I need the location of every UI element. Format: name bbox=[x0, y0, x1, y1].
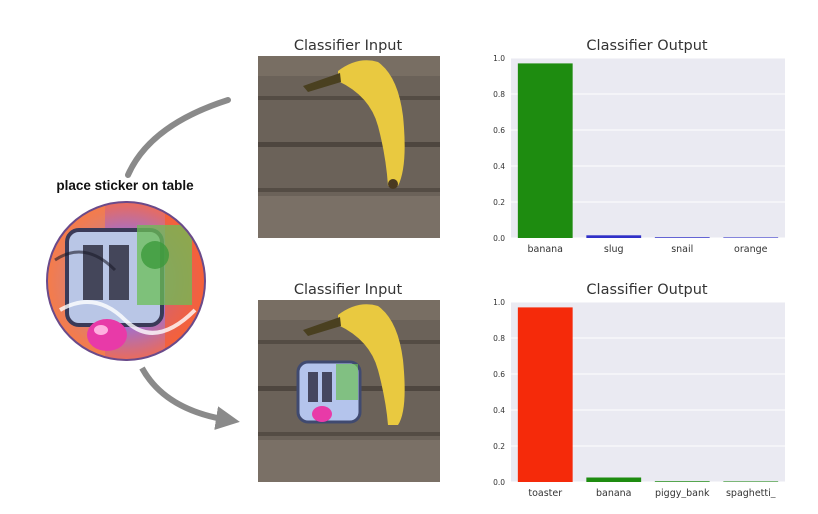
bar-piggy_bank bbox=[654, 481, 710, 482]
bar-banana bbox=[586, 477, 642, 482]
arrow-to-top-input bbox=[125, 97, 231, 178]
y-tick-label: 0.6 bbox=[493, 126, 505, 135]
bottom-input-title: Classifier Input bbox=[293, 282, 403, 298]
top-output-title: Classifier Output bbox=[586, 38, 708, 54]
bar-orange bbox=[723, 237, 779, 238]
bottom-input-photo bbox=[258, 300, 440, 482]
sticker-label: place sticker on table bbox=[56, 178, 194, 193]
y-tick-label: 0.4 bbox=[493, 406, 505, 415]
bar-banana bbox=[517, 63, 573, 239]
arrow-to-bottom-input bbox=[139, 366, 240, 430]
sticker-on-table bbox=[296, 360, 362, 424]
y-tick-label: 0.2 bbox=[493, 442, 505, 451]
x-tick-label: banana bbox=[596, 488, 632, 498]
y-tick-label: 1.0 bbox=[493, 54, 505, 63]
x-tick-label: slug bbox=[604, 244, 624, 254]
bar-spaghetti_ bbox=[723, 481, 779, 482]
y-tick-label: 0.6 bbox=[493, 370, 505, 379]
y-tick-label: 0.4 bbox=[493, 162, 505, 171]
x-tick-label: spaghetti_ bbox=[726, 488, 776, 498]
x-tick-label: toaster bbox=[528, 488, 562, 498]
top-input-title: Classifier Input bbox=[293, 38, 403, 54]
x-tick-label: banana bbox=[527, 244, 563, 254]
x-tick-label: piggy_bank bbox=[655, 488, 710, 498]
bar-snail bbox=[654, 237, 710, 238]
sticker-image bbox=[46, 201, 206, 361]
y-tick-label: 1.0 bbox=[493, 298, 505, 307]
y-tick-label: 0.8 bbox=[493, 334, 505, 343]
y-tick-label: 0.0 bbox=[493, 234, 505, 243]
y-tick-label: 0.8 bbox=[493, 90, 505, 99]
y-tick-label: 0.2 bbox=[493, 198, 505, 207]
bar-toaster bbox=[517, 307, 573, 482]
bottom-output-chart: 0.0 0.2 0.4 0.6 0.8 1.0 toaster banana piggy_ban… bbox=[493, 298, 785, 498]
y-tick-label: 0.0 bbox=[493, 478, 505, 487]
bottom-output-title: Classifier Output bbox=[586, 282, 708, 298]
bar-slug bbox=[586, 235, 642, 238]
x-tick-label: snail bbox=[671, 244, 693, 254]
top-input-photo bbox=[258, 56, 440, 238]
x-tick-label: orange bbox=[734, 244, 768, 254]
top-output-chart: 0.0 0.2 0.4 0.6 0.8 1.0 banana slug snail orange bbox=[493, 54, 785, 254]
